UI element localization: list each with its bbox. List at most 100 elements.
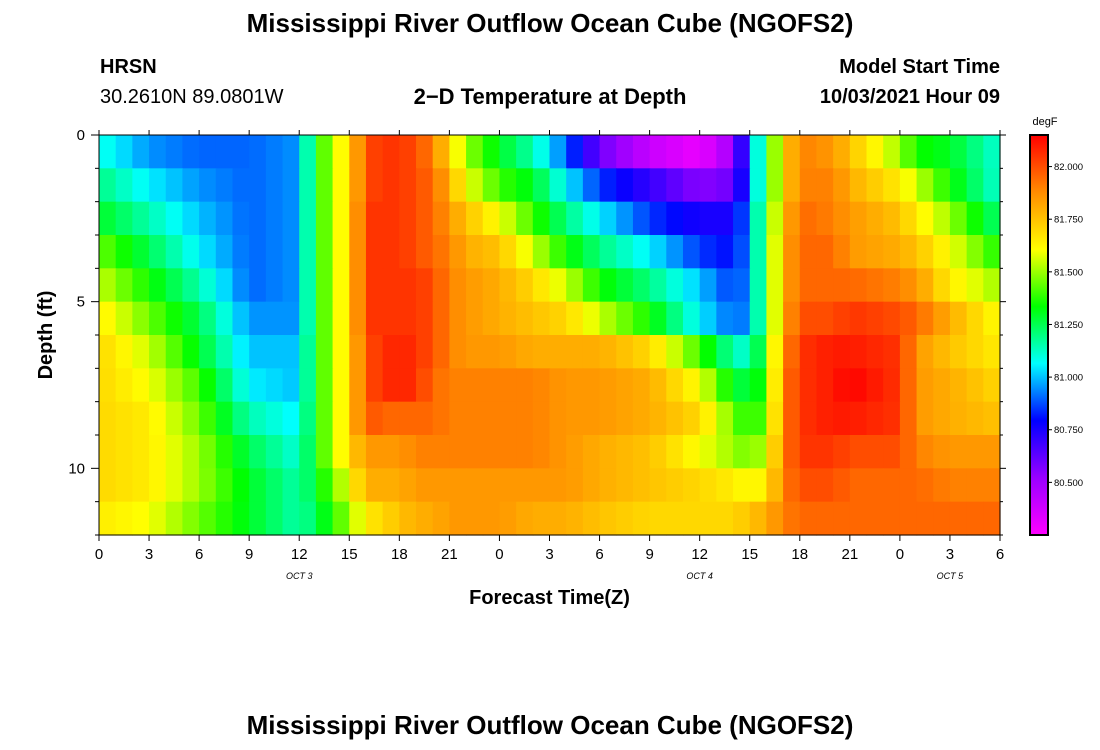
heatmap-cell [482,368,501,403]
heatmap-cell [783,401,801,436]
heatmap-cell [883,268,901,303]
heatmap-cell [165,135,184,169]
heatmap-cell [349,401,367,436]
heatmap-cell [499,401,517,436]
heatmap-cell [532,268,551,303]
temperature-depth-chart: 0 3 6 9 12 15 18 21 0 3 6 9 12 15 18 21 0 3 6 OCT 3 OCT 4 OCT… [35,116,1083,609]
heatmap-cell [949,268,968,303]
heatmap-cell [899,201,918,236]
heatmap-cell [566,401,584,436]
colorbar-tick-label: 80.750 [1054,425,1083,436]
heatmap-cell [449,301,467,336]
heatmap-cell [516,468,534,503]
heatmap-cell [516,301,534,336]
heatmap-cell [666,468,684,503]
heatmap-cell [899,135,918,169]
heatmap-cell [532,368,551,403]
heatmap-cell [165,435,184,469]
heatmap-cell [232,301,250,336]
heatmap-cell [949,168,968,203]
heatmap-cell [916,135,934,169]
heatmap-cell [783,468,801,503]
heatmap-cell [516,201,534,236]
heatmap-cell [299,368,317,403]
heatmap-cell [382,501,400,536]
heatmap-cell [699,235,717,269]
heatmap-cell [632,501,651,536]
heatmap-cell [716,268,734,303]
heatmap-cell [833,468,851,503]
colorbar-tick-label: 80.500 [1054,478,1083,489]
heatmap-cell [466,268,484,303]
heatmap-cell [966,201,984,236]
x-tick-label: 9 [645,546,653,563]
heatmap-cell [265,235,284,269]
heatmap-cell [733,301,751,336]
heatmap-cell [199,435,217,469]
heatmap-cell [199,235,217,269]
heatmap-cell [983,135,1001,169]
heatmap-cell [365,201,384,236]
heatmap-cell [199,201,217,236]
heatmap-cell [899,301,918,336]
colorbar-tick-label: 81.500 [1054,267,1083,278]
heatmap-cell [816,435,834,469]
heatmap-cell [649,301,667,336]
heatmap-cell [299,401,317,436]
heatmap-cell [332,501,350,536]
heatmap-cell [399,335,417,369]
heatmap-cell [883,301,901,336]
colorbar-tick-label: 81.000 [1054,373,1083,384]
heatmap-cell [349,301,367,336]
heatmap-cell [516,501,534,536]
heatmap-cell [949,135,968,169]
heatmap-cell [766,435,784,469]
heatmap-cell [632,435,651,469]
heatmap-cell [899,235,918,269]
heatmap-cell [799,468,818,503]
heatmap-cell [883,235,901,269]
heatmap-cell [466,401,484,436]
heatmap-cell [649,168,667,203]
heatmap-cell [899,368,918,403]
heatmap-cell [766,168,784,203]
heatmap-cell [482,468,501,503]
heatmap-cell [332,168,350,203]
heatmap-cell [432,301,450,336]
heatmap-cell [632,201,651,236]
heatmap-cell [699,301,717,336]
date-label: OCT 3 [286,571,313,581]
heatmap-cell [866,168,884,203]
heatmap-cell [282,301,300,336]
heatmap-cell [382,301,400,336]
heatmap-cell [849,301,868,336]
heatmap-cell [582,201,601,236]
heatmap-cell [899,401,918,436]
heatmap-cell [733,268,751,303]
heatmap-cell [99,168,117,203]
heatmap-cell [299,435,317,469]
heatmap-cell [416,301,434,336]
heatmap-cell [666,501,684,536]
heatmap-cell [599,135,617,169]
heatmap-cell [416,135,434,169]
heatmap-cell [582,401,601,436]
heatmap-cell [365,235,384,269]
heatmap-cell [616,135,634,169]
x-tick-label: 15 [341,546,358,563]
heatmap-cell [966,435,984,469]
heatmap-cell [599,201,617,236]
heatmap-cell [516,135,534,169]
heatmap-cell [866,135,884,169]
heatmap-cell [249,435,267,469]
heatmap-cell [416,168,434,203]
heatmap-cell [416,235,434,269]
heatmap-cell [399,201,417,236]
heatmap-cell [482,268,501,303]
heatmap-cell [115,501,133,536]
heatmap-cell [99,301,117,336]
heatmap-cell [783,168,801,203]
heatmap-cell [399,501,417,536]
heatmap-cell [966,468,984,503]
heatmap-cell [416,401,434,436]
